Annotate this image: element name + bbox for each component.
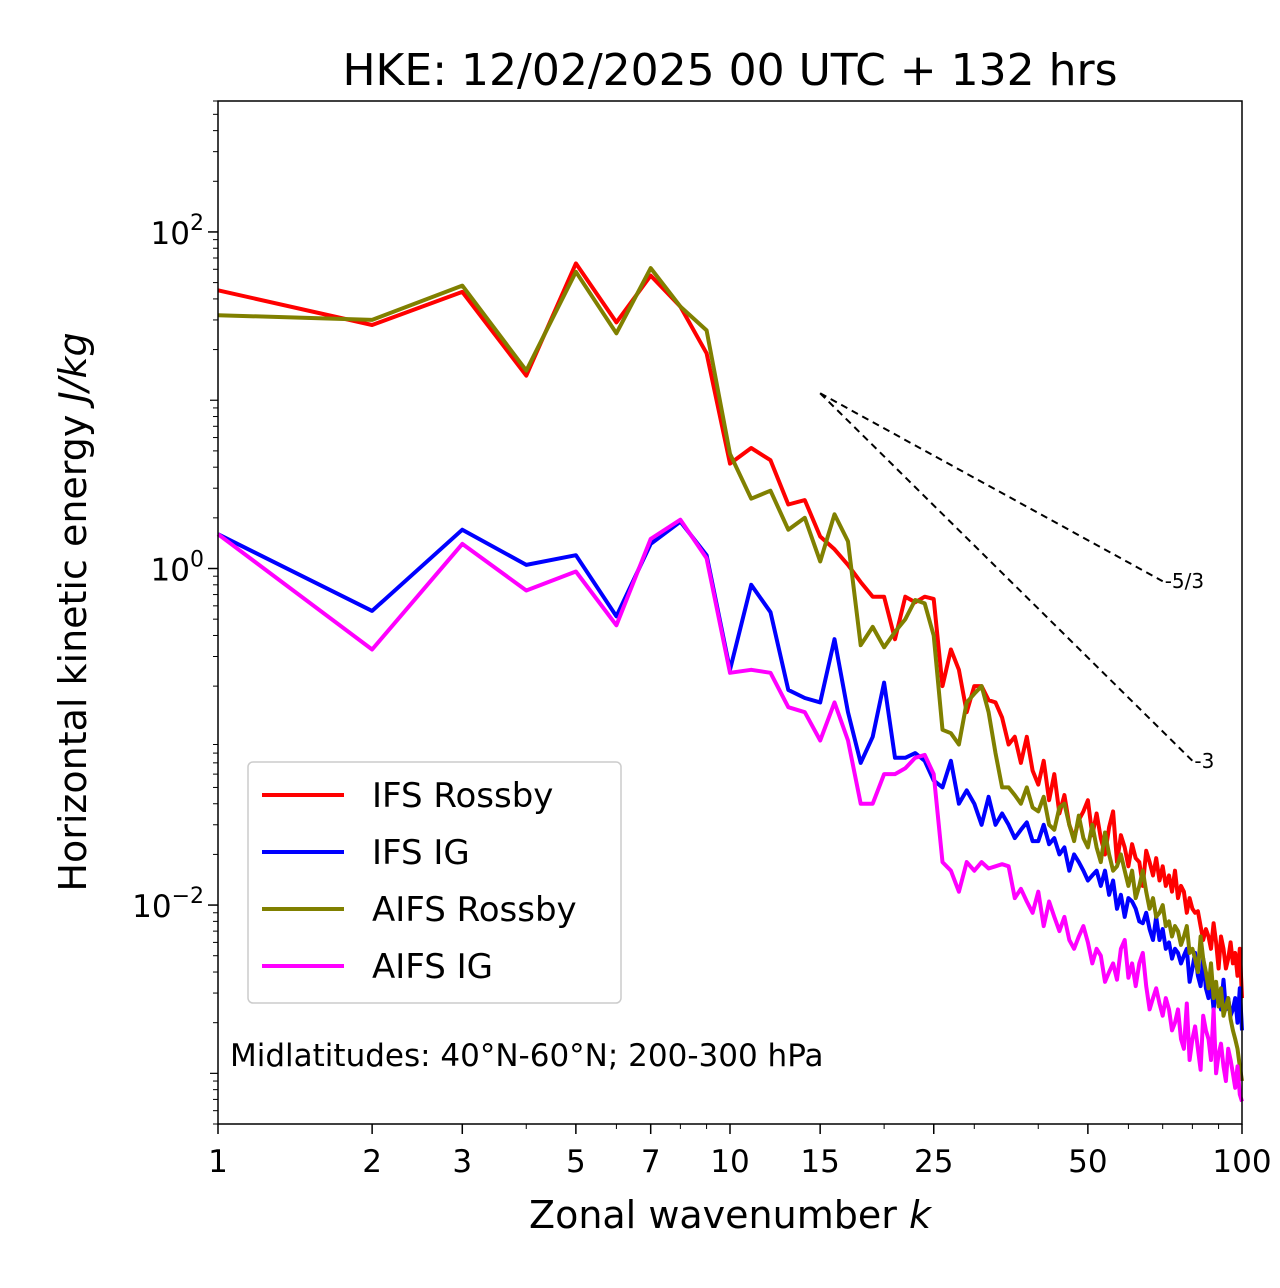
reference-line-label-0: -5/3	[1165, 569, 1204, 593]
series-line-0	[217, 261, 1244, 999]
x-tick-label: 10	[710, 1144, 749, 1180]
y-tick-label: 100	[151, 548, 204, 589]
x-axis-ticks: 1 2 3 5 7 10 15 25 50 100	[208, 1124, 1272, 1180]
plot-lines	[216, 261, 1244, 1103]
x-tick-label: 50	[1068, 1144, 1107, 1180]
reference-lines: -5/3 -3	[819, 392, 1214, 773]
legend: IFS Rossby IFS IG AIFS Rossby AIFS IG	[247, 761, 622, 1004]
reference-line-0	[819, 392, 1164, 583]
series-line-2	[217, 266, 1244, 1082]
legend-label-2: AIFS Rossby	[372, 890, 577, 930]
x-tick-label: 2	[362, 1144, 382, 1180]
x-tick-label: 15	[800, 1144, 839, 1180]
legend-box	[247, 761, 622, 1004]
legend-label-0: IFS Rossby	[372, 776, 553, 816]
y-tick-label: 102	[151, 211, 204, 252]
x-tick-label: 5	[566, 1144, 586, 1180]
x-tick-label: 3	[452, 1144, 472, 1180]
reference-line-1	[819, 392, 1194, 762]
x-tick-label: 100	[1212, 1144, 1271, 1180]
x-tick-label: 1	[208, 1144, 228, 1180]
chart-title: HKE: 12/02/2025 00 UTC + 132 hrs	[342, 45, 1117, 96]
legend-label-1: IFS IG	[372, 833, 470, 873]
x-axis-label: Zonal wavenumber k	[529, 1193, 933, 1237]
legend-label-3: AIFS IG	[372, 947, 493, 987]
x-tick-label: 7	[641, 1144, 661, 1180]
x-tick-label: 25	[914, 1144, 953, 1180]
series-line-3	[216, 517, 1244, 1103]
series-line-1	[217, 519, 1244, 1031]
region-annotation: Midlatitudes: 40°N-60°N; 200-300 hPa	[230, 1038, 824, 1074]
y-axis-ticks: 102 100 10−2	[132, 100, 218, 1125]
y-axis-label: Horizontal kinetic energy J/kg	[51, 332, 95, 891]
reference-line-label-1: -3	[1194, 749, 1214, 773]
y-tick-label: 10−2	[132, 884, 204, 925]
